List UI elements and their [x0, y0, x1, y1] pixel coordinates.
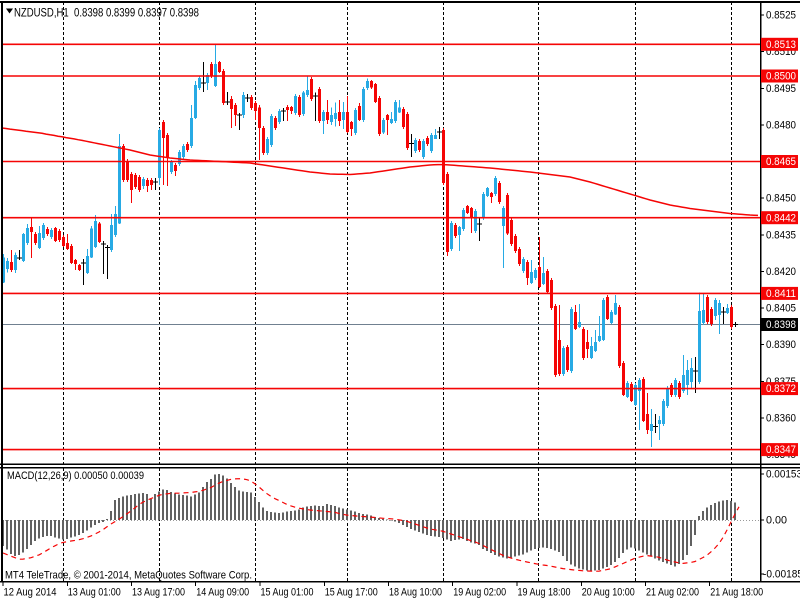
svg-text:15 Aug 17:00: 15 Aug 17:00	[325, 587, 378, 599]
svg-text:0.8480: 0.8480	[766, 120, 796, 132]
svg-text:0.8442: 0.8442	[766, 212, 796, 224]
svg-text:0.8465: 0.8465	[766, 156, 796, 168]
svg-text:0.8411: 0.8411	[766, 288, 796, 300]
svg-text:0.8495: 0.8495	[766, 83, 796, 95]
svg-text:0.8347: 0.8347	[766, 444, 796, 456]
svg-text:0.00153: 0.00153	[766, 469, 800, 481]
svg-text:19 Aug 02:00: 19 Aug 02:00	[453, 587, 506, 599]
svg-text:0.8360: 0.8360	[766, 413, 796, 425]
svg-text:0.8435: 0.8435	[766, 229, 796, 241]
svg-text:NZDUSD,H1 0.8398 0.8399 0.839: NZDUSD,H1 0.8398 0.8399 0.8397 0.8398	[14, 8, 199, 20]
svg-text:0.8513: 0.8513	[766, 39, 796, 51]
svg-text:12 Aug 2014: 12 Aug 2014	[4, 587, 57, 599]
svg-text:0.00: 0.00	[766, 515, 787, 527]
svg-text:13 Aug 17:00: 13 Aug 17:00	[132, 587, 185, 599]
svg-text:13 Aug 01:00: 13 Aug 01:00	[68, 587, 121, 599]
svg-text:0.8405: 0.8405	[766, 303, 796, 315]
svg-text:0.8450: 0.8450	[766, 193, 796, 205]
svg-text:18 Aug 10:00: 18 Aug 10:00	[389, 587, 442, 599]
svg-text:14 Aug 09:00: 14 Aug 09:00	[196, 587, 249, 599]
svg-text:0.8420: 0.8420	[766, 266, 796, 278]
svg-text:MT4 TeleTrade, © 2001-2014, Me: MT4 TeleTrade, © 2001-2014, MetaQuotes S…	[5, 570, 252, 582]
svg-text:21 Aug 02:00: 21 Aug 02:00	[646, 587, 699, 599]
svg-text:20 Aug 10:00: 20 Aug 10:00	[582, 587, 635, 599]
svg-text:-0.00185: -0.00185	[763, 569, 800, 581]
svg-text:19 Aug 18:00: 19 Aug 18:00	[518, 587, 571, 599]
svg-text:0.8500: 0.8500	[766, 71, 796, 83]
svg-text:15 Aug 01:00: 15 Aug 01:00	[261, 587, 314, 599]
svg-text:21 Aug 18:00: 21 Aug 18:00	[710, 587, 763, 599]
svg-text:0.8390: 0.8390	[766, 339, 796, 351]
svg-text:MACD(12,26,9) 0.00050 0.00039: MACD(12,26,9) 0.00050 0.00039	[7, 470, 144, 482]
svg-text:0.8398: 0.8398	[766, 319, 796, 331]
svg-text:0.8372: 0.8372	[766, 383, 796, 395]
svg-text:0.8525: 0.8525	[766, 10, 796, 22]
